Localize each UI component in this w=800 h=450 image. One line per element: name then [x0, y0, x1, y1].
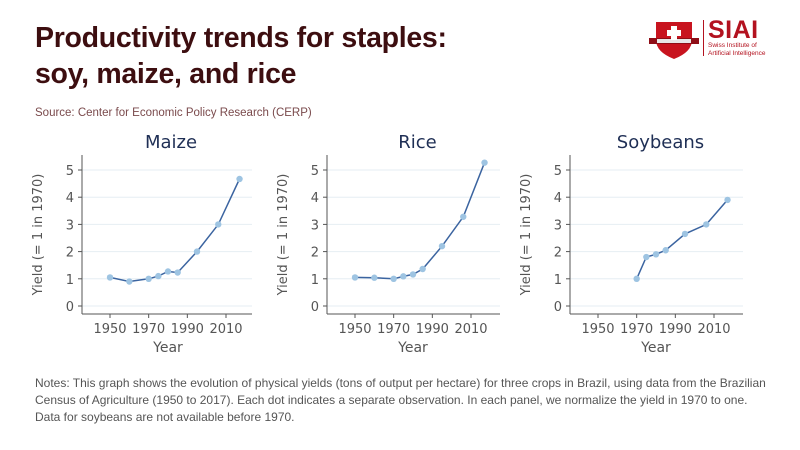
panel-title: Maize — [145, 132, 197, 153]
panel-soybeans: 0 1 2 3 4 5 1950 1970 1990 2010 Soybeans Year Yield … — [519, 132, 743, 356]
y-axis-label: Yield (= 1 in 1970) — [276, 174, 291, 297]
title-line-1: Productivity trends for staples: — [35, 22, 447, 54]
y-tick-label: 3 — [554, 218, 562, 233]
x-tick-label: 1950 — [581, 322, 614, 337]
y-tick-label: 3 — [66, 218, 74, 233]
data-point — [681, 230, 689, 238]
y-tick-label: 1 — [66, 273, 74, 288]
data-point — [193, 248, 201, 255]
data-point — [724, 196, 731, 204]
data-point — [215, 221, 222, 228]
data-point — [145, 275, 152, 282]
data-point — [236, 175, 243, 183]
data-point — [438, 242, 446, 250]
y-tick-label: 2 — [66, 246, 74, 261]
panel-title: Rice — [398, 132, 436, 153]
logo-name: SIAI — [708, 16, 759, 44]
series-line — [109, 178, 241, 283]
series-line — [354, 162, 486, 280]
data-point — [400, 273, 407, 280]
y-tick-label: 1 — [554, 273, 562, 288]
panel-title: Soybeans — [617, 132, 704, 153]
y-tick-label: 5 — [66, 164, 74, 179]
data-point — [481, 159, 488, 166]
shield-icon — [649, 22, 699, 59]
x-axis-label: Year — [640, 340, 671, 356]
logo-subtitle: Swiss Institute of Artificial Intelligen… — [708, 42, 765, 57]
data-point — [126, 278, 133, 285]
x-tick-label: 1950 — [338, 322, 371, 337]
logo-divider — [703, 20, 704, 56]
title-line-2: soy, maize, and rice — [35, 58, 297, 90]
series-line — [636, 199, 729, 280]
x-axis-label: Year — [397, 340, 428, 356]
data-point — [633, 275, 640, 282]
x-tick-label: 1970 — [377, 322, 410, 337]
data-point — [390, 275, 397, 282]
panel-rice: 0 1 2 3 4 5 1950 1970 1990 2010 Rice Year Yield (= 1… — [276, 132, 500, 356]
x-tick-label: 1990 — [659, 322, 692, 337]
y-tick-label: 0 — [66, 300, 74, 315]
y-axis-label: Yield (= 1 in 1970) — [31, 174, 46, 297]
y-tick-label: 5 — [554, 164, 562, 179]
y-tick-label: 4 — [311, 191, 319, 206]
source-text: Source: Center for Economic Policy Resea… — [35, 107, 312, 119]
panel-maize: 0 1 2 3 4 5 1950 1970 1990 2010 Maize Year Yield (= … — [31, 132, 252, 356]
y-tick-label: 4 — [554, 191, 562, 206]
data-point — [409, 271, 417, 278]
data-point — [106, 274, 114, 281]
x-tick-label: 2010 — [209, 322, 242, 337]
logo-subtitle-line-2: Artificial Intelligence — [708, 49, 766, 57]
data-point — [419, 265, 426, 273]
data-point — [164, 268, 172, 275]
y-axis-label: Yield (= 1 in 1970) — [519, 174, 534, 297]
y-tick-label: 4 — [66, 191, 74, 206]
y-tick-label: 5 — [311, 164, 319, 179]
x-tick-label: 1990 — [171, 322, 204, 337]
x-axis-label: Year — [152, 340, 183, 356]
data-point — [155, 272, 162, 280]
y-tick-label: 3 — [311, 218, 319, 233]
y-tick-label: 0 — [311, 300, 319, 315]
x-tick-label: 1970 — [132, 322, 165, 337]
logo-subtitle-line-1: Swiss Institute of — [708, 42, 757, 49]
data-point — [703, 221, 710, 228]
notes-text: Notes: This graph shows the evolution of… — [35, 376, 766, 424]
data-point — [174, 269, 181, 276]
chart-title: Productivity trends for staples: soy, ma… — [35, 20, 505, 92]
y-tick-label: 2 — [311, 246, 319, 261]
x-tick-label: 2010 — [697, 322, 730, 337]
data-point — [371, 274, 378, 281]
data-point — [351, 274, 359, 281]
x-tick-label: 2010 — [454, 322, 487, 337]
y-tick-label: 1 — [311, 273, 319, 288]
siai-logo: SIAI Swiss Institute of Artificial Intel… — [648, 16, 773, 60]
y-tick-label: 2 — [554, 246, 562, 261]
y-tick-label: 0 — [554, 300, 562, 315]
data-point — [643, 253, 650, 261]
data-point — [460, 213, 467, 220]
data-point — [652, 251, 660, 258]
x-tick-label: 1970 — [620, 322, 653, 337]
x-tick-label: 1950 — [93, 322, 126, 337]
x-tick-label: 1990 — [416, 322, 449, 337]
data-point — [662, 247, 669, 254]
